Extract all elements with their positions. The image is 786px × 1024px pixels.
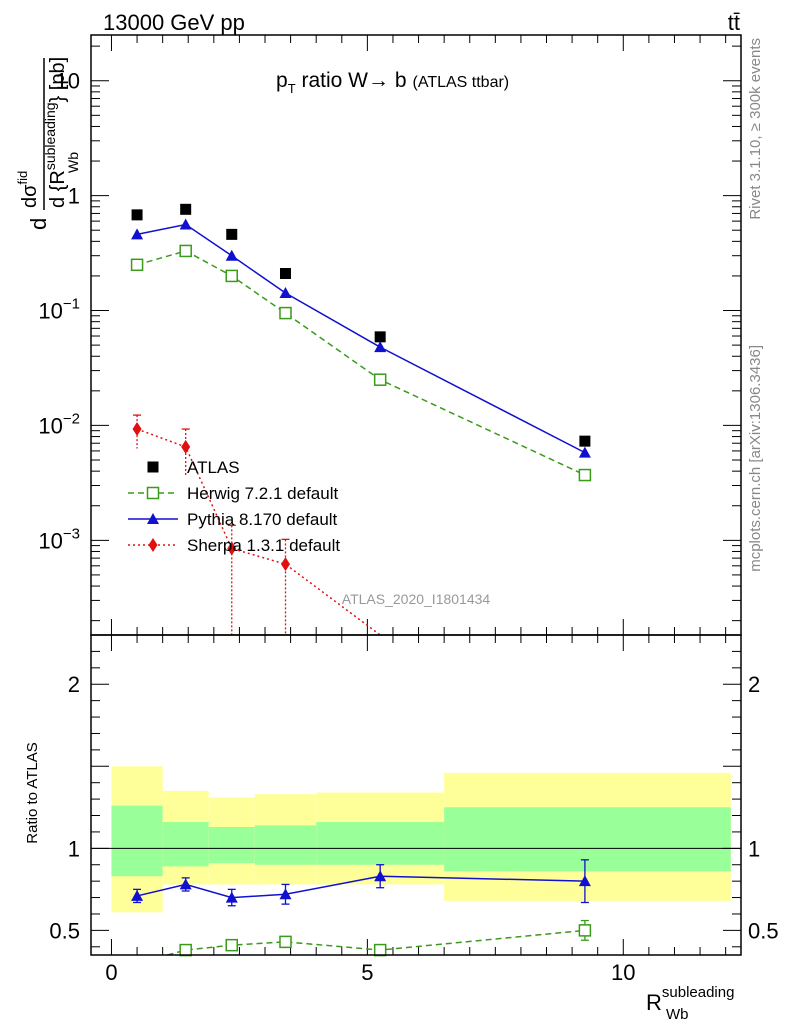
ratio-y-tick-label: 2 [68, 672, 80, 697]
x-tick-label: 0 [105, 960, 117, 985]
ratio-point-pythia [279, 888, 292, 900]
point-atlas [131, 209, 143, 221]
ylabel-fid: fid [15, 171, 30, 185]
energy-label: 13000 GeV pp [103, 10, 245, 35]
x-tick-label: 10 [611, 960, 635, 985]
point-pythia [578, 446, 591, 458]
analysis-label: ATLAS_2020_I1801434 [342, 591, 491, 607]
point-herwig [130, 258, 144, 272]
point-atlas [579, 435, 591, 447]
ylabel-dsigma: dσ [19, 184, 41, 208]
point-atlas [226, 228, 238, 240]
uncertainty-band-inner [111, 805, 163, 877]
title-small: (ATLAS ttbar) [413, 74, 510, 91]
legend-label-sherpa: Sherpa 1.3.1 default [187, 536, 340, 555]
xlabel-sup: subleading [662, 984, 735, 1001]
uncertainty-band-inner [208, 827, 255, 864]
y-tick-label: 10 [56, 69, 80, 94]
point-herwig [279, 306, 292, 320]
point-pythia [225, 249, 238, 261]
svg-text:dσfid: dσfid [15, 171, 41, 208]
ratio-point-herwig [179, 943, 192, 957]
legend-marker-pythia [147, 513, 159, 524]
ratio-y-tick-label: 0.5 [49, 918, 80, 943]
ratio-y-axis-label: Ratio to ATLAS [24, 742, 41, 843]
ylabel-unit: [pb] [47, 57, 69, 90]
point-sherpa [227, 541, 237, 556]
y-tick-label: 10−2 [38, 410, 80, 438]
svg-text:Wb: Wb [65, 152, 81, 173]
title-arrow: → [368, 69, 389, 92]
point-pythia [374, 341, 387, 353]
title-sub: T [288, 81, 296, 96]
xlabel-sub: Wb [666, 1006, 689, 1023]
x-tick-label: 5 [361, 960, 373, 985]
point-pythia [279, 287, 292, 299]
point-atlas [180, 203, 192, 215]
legend-marker-atlas [147, 461, 159, 473]
ratio-point-pythia [225, 891, 238, 903]
point-sherpa [280, 557, 290, 572]
point-herwig [373, 373, 387, 386]
point-atlas [279, 268, 291, 280]
uncertainty-band-inner [444, 807, 731, 872]
y-tick-label: 10−1 [38, 296, 80, 324]
ratio-point-herwig [279, 935, 292, 949]
legend: ATLAS Herwig 7.2.1 default Pythia 8.170 de… [128, 458, 340, 555]
uncertainty-band-inner [316, 822, 445, 865]
svg-text:d {Rsubleading} [p: d {Rsubleading} [pb] [42, 57, 69, 208]
ratio-point-herwig [373, 943, 387, 957]
rivet-label: Rivet 3.1.10, ≥ 300k events [747, 38, 764, 220]
ratio-y-tick-label: 0.5 [748, 918, 779, 943]
ratio-point-pythia [179, 878, 192, 890]
point-sherpa [132, 422, 142, 437]
chart-title: pT ratio W→ b (ATLAS ttbar) [276, 69, 509, 96]
point-herwig [578, 468, 592, 482]
legend-label-pythia: Pythia 8.170 default [187, 510, 338, 529]
ratio-point-pythia [374, 870, 387, 882]
point-herwig [179, 244, 192, 258]
ratio-frame [90, 634, 742, 956]
xlabel-main: R [646, 990, 662, 1015]
ylabel-sub: Wb [65, 152, 81, 173]
point-pythia [179, 218, 192, 230]
mcplots-label: mcplots.cern.ch [arXiv:1306.3436] [747, 345, 764, 572]
y-tick-label: 1 [68, 184, 80, 209]
x-axis-label: Rsubleading [646, 984, 734, 1015]
ylabel-brace-close: } [47, 95, 69, 102]
series-line-herwig [136, 250, 586, 476]
ylabel-d2: d [47, 197, 69, 208]
legend-label-atlas: ATLAS [187, 458, 240, 477]
uncertainty-band-inner [254, 825, 317, 865]
legend-label-herwig: Herwig 7.2.1 default [187, 484, 338, 503]
ratio-y-tick-label: 1 [68, 836, 80, 861]
process-label: tt̄ [728, 10, 740, 35]
ratio-point-herwig [578, 924, 592, 937]
point-atlas [374, 331, 386, 343]
point-sherpa [181, 439, 191, 454]
point-herwig [225, 269, 238, 283]
ylabel-brace-open: { [47, 184, 69, 191]
ylabel-d1: d [26, 218, 51, 230]
y-axis-label: d dσfid d {Rsubleading} [pb] Wb [15, 57, 81, 230]
ratio-y-tick-label: 1 [748, 836, 760, 861]
point-pythia [131, 228, 144, 240]
ratio-y-tick-label: 2 [748, 672, 760, 697]
legend-marker-herwig [146, 486, 160, 500]
svg-text:d: d [26, 218, 51, 230]
series-line-pythia [136, 223, 586, 454]
ylabel-sup: subleading [42, 102, 58, 170]
uncertainty-band-inner [162, 822, 209, 867]
title-b: b [389, 69, 407, 92]
legend-marker-sherpa [148, 538, 158, 552]
y-tick-label: 10−3 [38, 525, 80, 553]
ratio-point-pythia [131, 889, 144, 901]
ratio-point-herwig [225, 938, 238, 952]
title-p: p [276, 69, 288, 92]
ratio-line-pythia [136, 875, 585, 899]
ylabel-r: R [47, 170, 69, 184]
ratio-point-pythia [578, 875, 591, 887]
title-mid: ratio W [296, 69, 369, 92]
